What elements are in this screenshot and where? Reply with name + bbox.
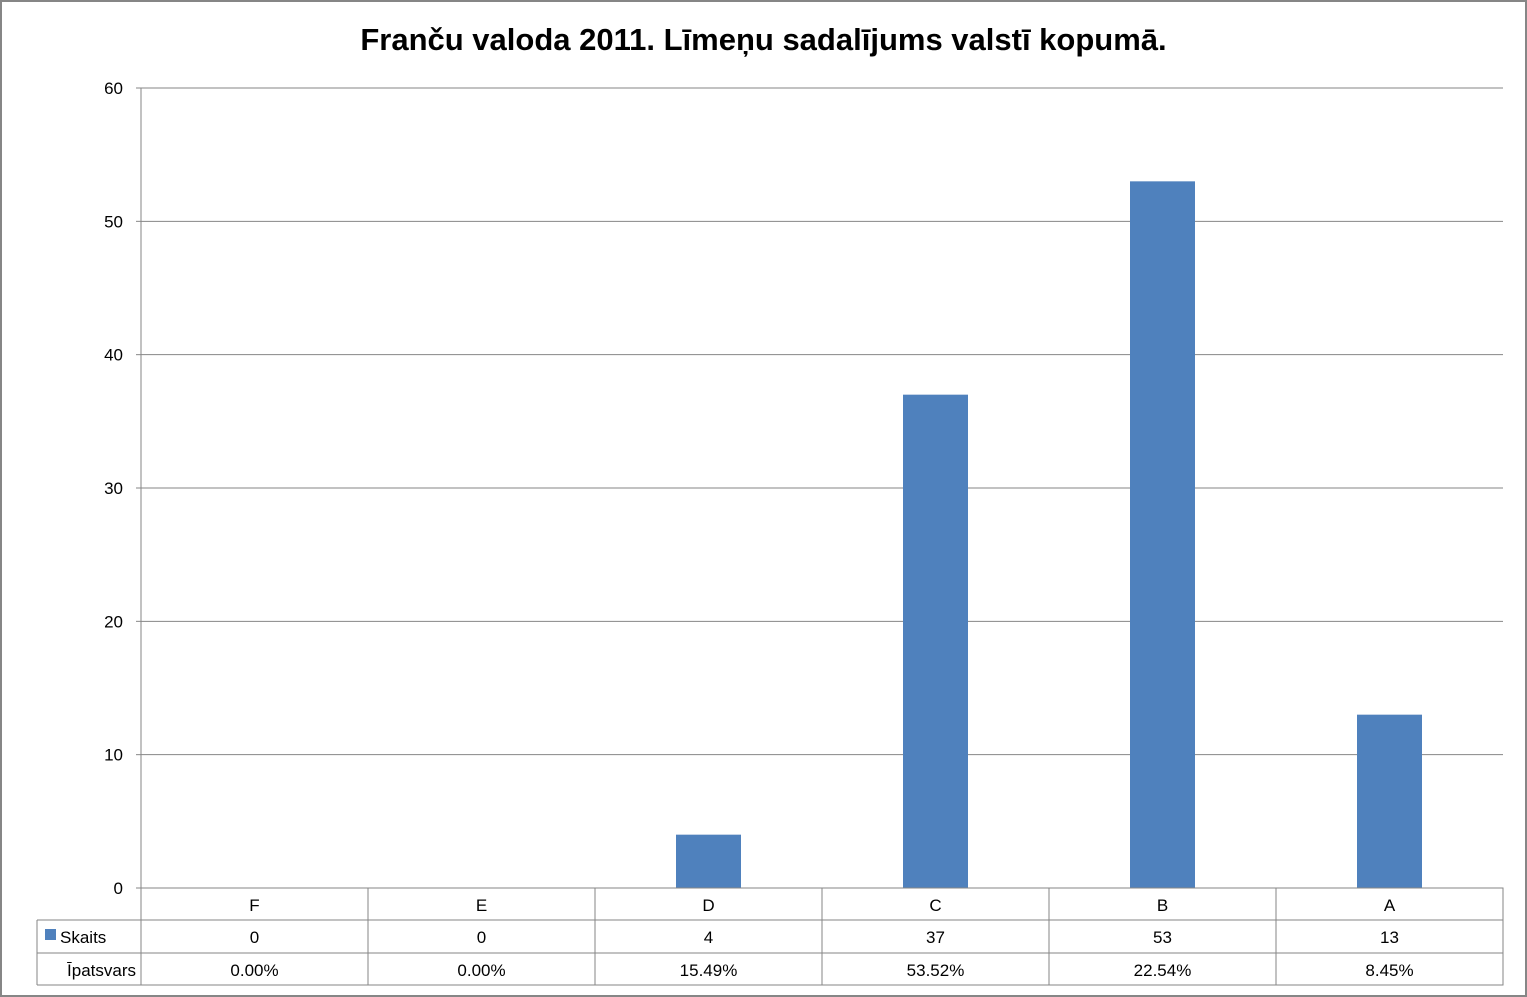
table-row-label: Īpatsvars: [67, 961, 136, 980]
table-cell: 53.52%: [907, 961, 965, 980]
table-cell: 0: [250, 928, 259, 947]
bar-B: [1130, 181, 1195, 889]
table-row-label: Skaits: [60, 928, 106, 947]
y-tick-label: 30: [104, 479, 123, 498]
table-cell: 0.00%: [230, 961, 278, 980]
table-cell: 0.00%: [457, 961, 505, 980]
table-cell: 22.54%: [1134, 961, 1192, 980]
chart-title: Franču valoda 2011. Līmeņu sadalījums va…: [360, 22, 1167, 57]
table-cell: 53: [1153, 928, 1172, 947]
category-label: C: [929, 896, 941, 915]
y-tick-label: 10: [104, 746, 123, 765]
legend-swatch-skaits: [45, 929, 56, 940]
y-tick-label: 50: [104, 212, 123, 231]
table-cell: 13: [1380, 928, 1399, 947]
category-label: F: [249, 896, 259, 915]
y-tick-label: 0: [114, 879, 123, 898]
table-cell: 15.49%: [680, 961, 738, 980]
category-label: E: [476, 896, 487, 915]
table-cell: 0: [477, 928, 486, 947]
table-cell: 8.45%: [1365, 961, 1413, 980]
category-label: A: [1384, 896, 1396, 915]
table-cell: 4: [704, 928, 713, 947]
y-tick-label: 60: [104, 79, 123, 98]
y-tick-label: 40: [104, 346, 123, 365]
category-label: B: [1157, 896, 1168, 915]
bar-C: [903, 394, 968, 888]
table-cell: 37: [926, 928, 945, 947]
y-tick-label: 20: [104, 612, 123, 631]
bar-A: [1357, 714, 1422, 888]
category-label: D: [702, 896, 714, 915]
bar-D: [676, 834, 741, 888]
